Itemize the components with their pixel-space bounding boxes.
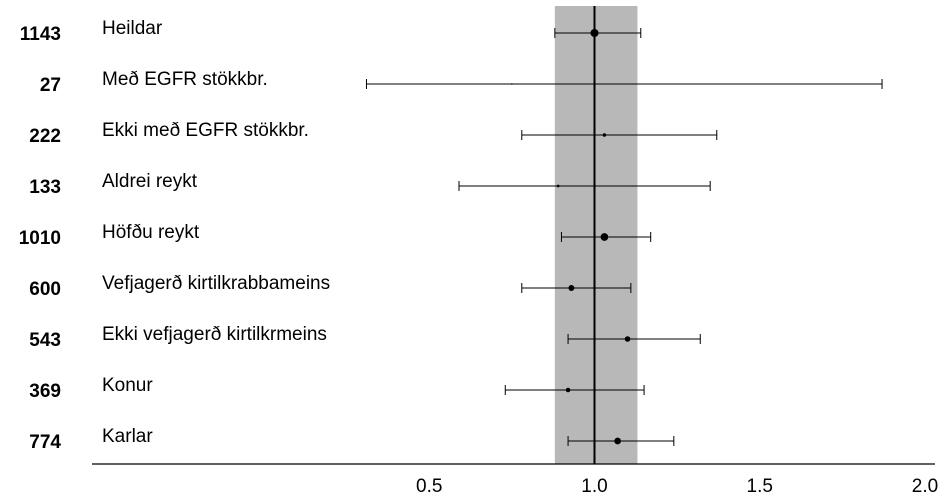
forest-row: 543 Ekki vefjagerð kirtilkrmeins bbox=[29, 324, 701, 351]
point-estimate bbox=[556, 184, 560, 188]
row-n: 1143 bbox=[20, 24, 61, 45]
forest-row: 774 Karlar bbox=[29, 426, 675, 453]
x-axis: 0.5 1.0 1.5 2.0 bbox=[92, 463, 938, 497]
x-tick-label: 1.5 bbox=[747, 476, 773, 497]
row-label: Ekki vefjagerð kirtilkrmeins bbox=[102, 324, 327, 345]
shaded-band bbox=[554, 6, 638, 464]
row-label: Með EGFR stökkbr. bbox=[102, 69, 268, 90]
forest-row: 1010 Höfðu reykt bbox=[19, 222, 652, 249]
x-tick-label: 0.5 bbox=[416, 476, 442, 497]
point-estimate bbox=[565, 387, 571, 393]
row-label: Karlar bbox=[102, 426, 153, 447]
x-tick-label: 2.0 bbox=[912, 476, 938, 497]
forest-row: 27 Með EGFR stökkbr. bbox=[40, 69, 883, 96]
forest-row: 1143 Heildar bbox=[20, 18, 642, 45]
point-estimate bbox=[600, 233, 609, 241]
point-estimate bbox=[602, 133, 607, 137]
row-n: 133 bbox=[29, 177, 61, 198]
x-tick-label: 1.0 bbox=[581, 476, 607, 497]
forest-row: 600 Vefjagerð kirtilkrabbameins bbox=[29, 273, 632, 300]
point-estimate bbox=[568, 285, 575, 291]
row-label: Ekki með EGFR stökkbr. bbox=[102, 120, 309, 141]
row-n: 1010 bbox=[19, 228, 61, 249]
row-n: 27 bbox=[40, 75, 61, 96]
point-estimate bbox=[511, 83, 513, 85]
point-estimate bbox=[614, 437, 621, 445]
forest-row: 133 Aldrei reykt bbox=[29, 171, 711, 198]
row-label: Aldrei reykt bbox=[102, 171, 198, 192]
row-label: Höfðu reykt bbox=[102, 222, 200, 243]
row-n: 369 bbox=[29, 381, 61, 402]
point-estimate bbox=[590, 28, 599, 38]
row-n: 543 bbox=[29, 330, 61, 351]
row-n: 222 bbox=[29, 126, 61, 147]
row-label: Konur bbox=[102, 375, 153, 396]
row-n: 774 bbox=[29, 432, 61, 453]
rows-layer: 1143 Heildar 27 Með EGFR stökkbr. 222 Ekki me… bbox=[19, 18, 883, 453]
forest-row: 222 Ekki með EGFR stökkbr. bbox=[29, 120, 718, 147]
row-label: Heildar bbox=[102, 18, 163, 39]
row-label: Vefjagerð kirtilkrabbameins bbox=[102, 273, 330, 294]
shaded-band-layer bbox=[554, 6, 638, 464]
forest-row: 369 Konur bbox=[29, 375, 645, 402]
point-estimate bbox=[624, 336, 631, 342]
row-n: 600 bbox=[29, 279, 61, 300]
